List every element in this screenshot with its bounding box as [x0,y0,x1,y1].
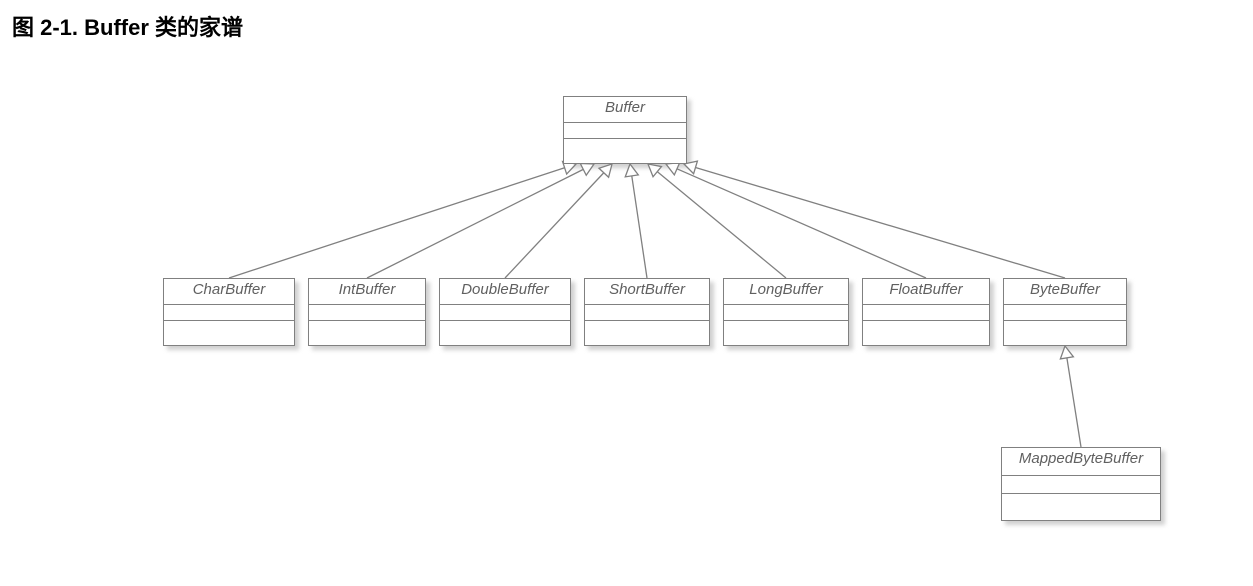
uml-class-name: MappedByteBuffer [1001,447,1161,475]
uml-class-name: LongBuffer [723,278,849,304]
caption-text: 图 2-1. Buffer 类的家谱 [12,15,243,40]
figure-caption: 图 2-1. Buffer 类的家谱 [12,10,243,42]
inheritance-edge [677,169,926,278]
uml-class-name: Buffer [563,96,687,122]
uml-class-name: ByteBuffer [1003,278,1127,304]
uml-class-name: CharBuffer [163,278,295,304]
uml-class-short: ShortBuffer [584,278,710,346]
uml-class-name: FloatBuffer [862,278,990,304]
uml-class-name: IntBuffer [308,278,426,304]
inheritance-edge [632,176,647,278]
inheritance-edge [367,169,583,278]
inheritance-edge [695,167,1065,278]
uml-class-name: ShortBuffer [584,278,710,304]
uml-class-mapped: MappedByteBuffer [1001,447,1161,521]
uml-class-double: DoubleBuffer [439,278,571,346]
uml-class-float: FloatBuffer [862,278,990,346]
inheritance-edge [505,173,604,278]
uml-class-long: LongBuffer [723,278,849,346]
uml-class-buffer: Buffer [563,96,687,164]
uml-class-int: IntBuffer [308,278,426,346]
inheritance-edge [1067,358,1081,447]
inheritance-edge [229,168,565,278]
inheritance-edge [657,172,786,278]
uml-class-char: CharBuffer [163,278,295,346]
uml-class-byte: ByteBuffer [1003,278,1127,346]
uml-class-name: DoubleBuffer [439,278,571,304]
